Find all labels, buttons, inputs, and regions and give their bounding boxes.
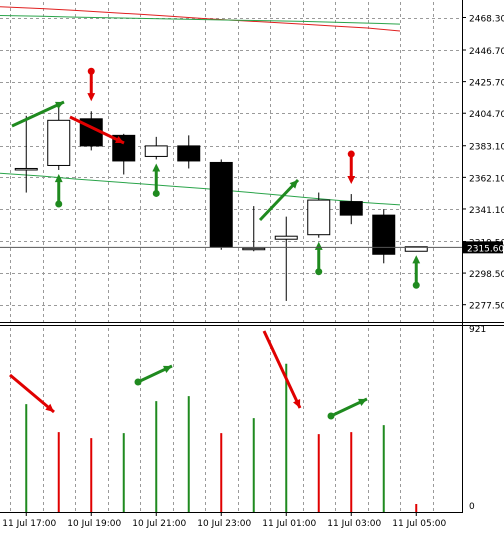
candle-body	[307, 199, 331, 236]
up-arrow-icon	[412, 255, 421, 289]
up-arrow-icon	[54, 173, 63, 208]
candle-body	[372, 214, 396, 255]
candle-body	[242, 247, 266, 251]
price-tick-label: 2446.70	[469, 47, 504, 57]
price-tick-label: 2341.10	[469, 206, 504, 216]
arrow-shaft	[262, 330, 302, 409]
axes: 2468.30 2446.70 2425.70 2404.70 2383.10 2362.…	[0, 0, 504, 529]
price-tick-label: 2298.50	[469, 270, 504, 280]
current-price-label: 2315.60	[467, 244, 504, 254]
candle-body	[209, 161, 233, 248]
volume-tick-label: 0	[469, 502, 475, 512]
candle	[47, 106, 71, 170]
up-arrow-icon	[152, 163, 161, 197]
ma-green-line	[0, 15, 401, 25]
arrow-head	[347, 175, 356, 185]
volume-tick-label: 921	[469, 325, 486, 335]
price-tick-label: 2425.70	[469, 79, 504, 89]
ma-red-line	[0, 6, 401, 32]
candle-body	[404, 246, 428, 252]
arrow-shaft	[258, 178, 300, 222]
price-tick-label: 2404.70	[469, 110, 504, 120]
up-arrow-icon	[314, 241, 323, 276]
candle-body	[144, 145, 168, 157]
candle-body	[177, 145, 201, 162]
arrow-shaft	[11, 100, 65, 128]
candle-body	[14, 167, 38, 171]
candle-body	[274, 235, 298, 240]
trend-arrow-icon	[69, 115, 125, 145]
moving-averages	[0, 6, 401, 206]
candle	[242, 206, 266, 252]
candle	[177, 135, 201, 169]
volume-arrow-icon	[262, 330, 302, 409]
arrow-head	[45, 403, 54, 412]
volume-bars	[9, 330, 418, 512]
time-tick-label: 11 Jul 17:00	[2, 519, 56, 529]
candles	[14, 106, 428, 301]
down-arrow-icon	[347, 150, 356, 185]
price-tick-label: 2383.10	[469, 143, 504, 153]
volume-arrow-icon	[134, 364, 173, 386]
arrow-head	[293, 399, 301, 408]
candle	[144, 136, 168, 160]
arrow-head	[152, 163, 161, 172]
signal-arrows	[11, 67, 421, 289]
time-tick-label: 10 Jul 19:00	[67, 519, 121, 529]
ma-green-lower-line	[0, 172, 401, 206]
time-tick-label: 10 Jul 23:00	[197, 519, 251, 529]
arrow-head	[314, 241, 323, 250]
candle	[14, 115, 38, 193]
time-tick-label: 11 Jul 03:00	[327, 519, 381, 529]
current-price-box	[463, 241, 503, 254]
arrow-head	[358, 398, 367, 407]
arrow-head	[115, 135, 124, 144]
grid	[0, 2, 462, 512]
trend-arrow-icon	[11, 100, 65, 128]
candle	[307, 192, 331, 238]
time-tick-label: 10 Jul 21:00	[132, 519, 186, 529]
time-tick-label: 11 Jul 01:00	[262, 519, 316, 529]
candle-body	[339, 201, 363, 216]
price-tick-label: 2277.50	[469, 302, 504, 312]
arrow-shaft	[69, 115, 125, 145]
candle	[372, 209, 396, 264]
arrow-head	[55, 101, 64, 109]
candle	[274, 216, 298, 301]
down-arrow-icon	[87, 67, 96, 102]
arrow-head	[87, 93, 96, 102]
candle	[339, 194, 363, 225]
time-tick-label: 11 Jul 05:00	[392, 519, 446, 529]
arrow-head	[54, 173, 63, 183]
arrow-shaft	[9, 373, 55, 414]
volume-arrow-icon	[9, 373, 55, 414]
price-tick-label: 2468.30	[469, 15, 504, 25]
arrow-head	[412, 255, 421, 264]
candle-body	[47, 119, 71, 166]
arrow-head	[289, 180, 298, 189]
candle	[209, 159, 233, 250]
price-tick-label: 2362.10	[469, 174, 504, 184]
arrow-head	[163, 365, 172, 373]
trend-arrow-icon	[258, 178, 300, 222]
volume-arrow-icon	[327, 397, 368, 420]
